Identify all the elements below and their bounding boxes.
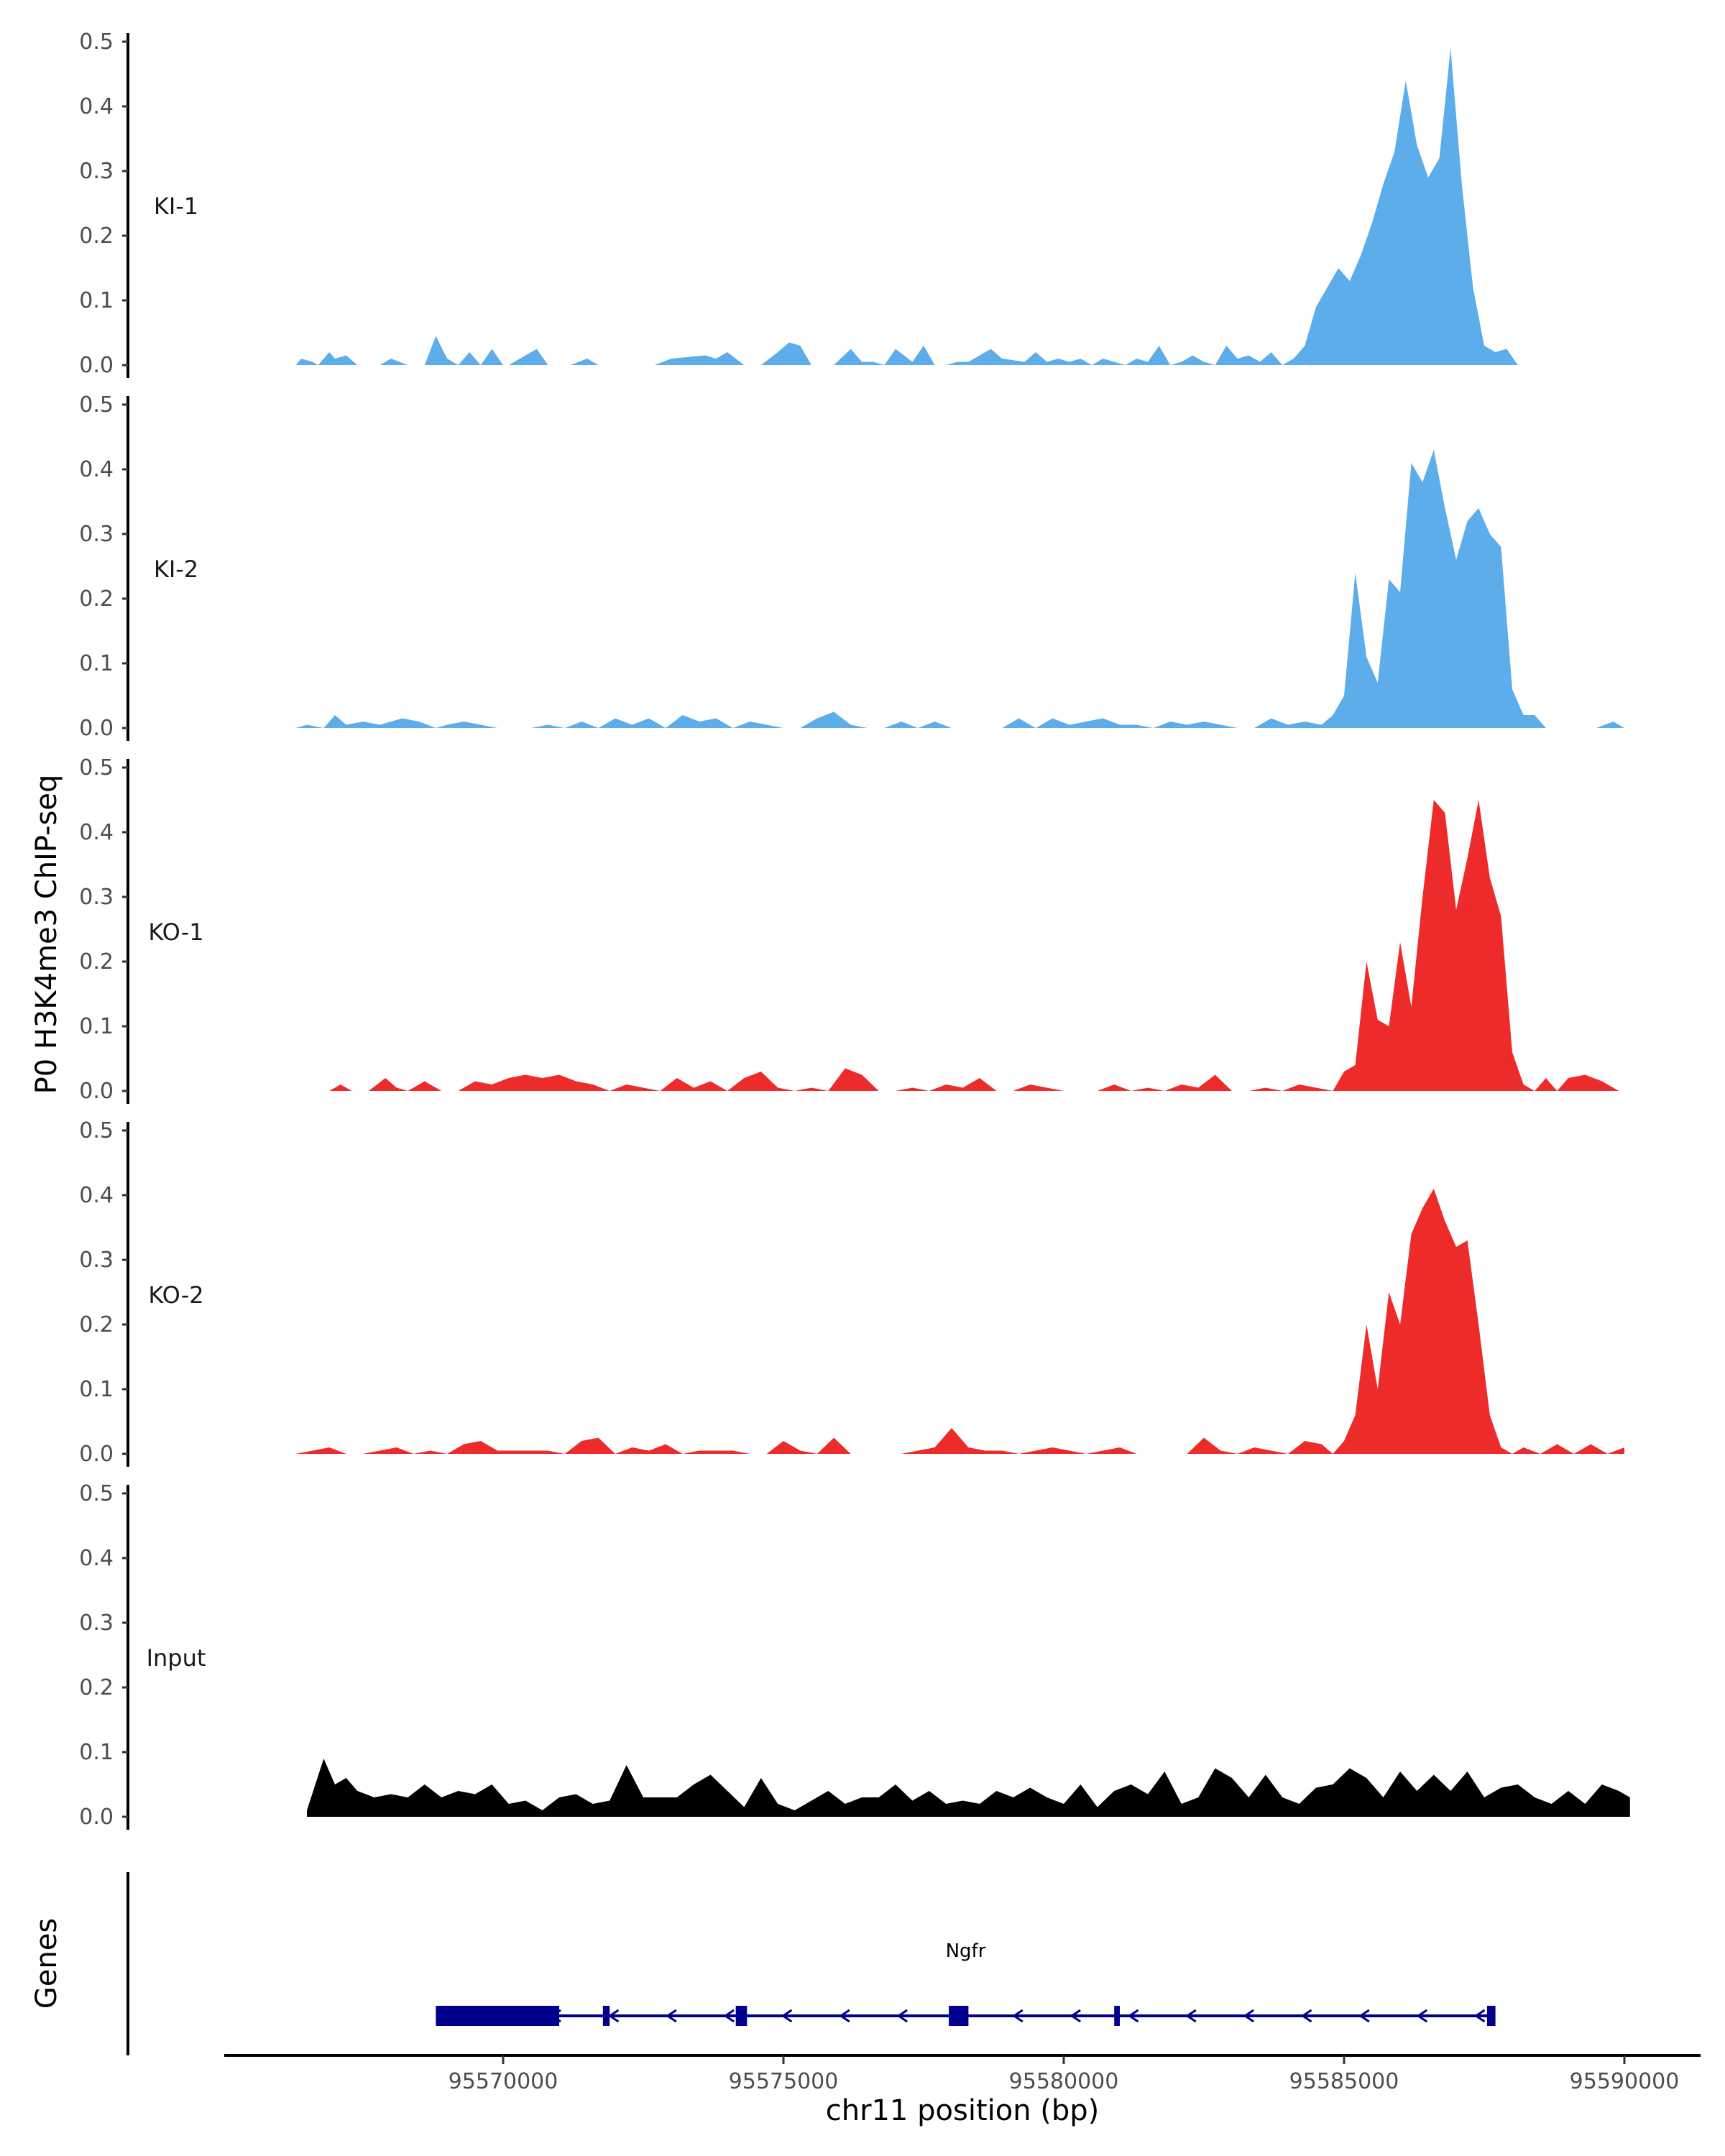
gene-name-label: Ngfr [946,1940,986,1962]
strand-arrow [839,2009,850,2023]
y-tick-label: 0.2 [79,586,114,612]
y-tick-label: 0.1 [79,651,114,676]
y-tick-label: 0.4 [79,94,114,119]
x-axis: 95570000 95575000 95580000 95585000 95590000 [224,2054,1701,2094]
genes-panel: Genes Ngfr [30,1872,1496,2055]
y-tick-label: 0.0 [79,1805,114,1830]
track-label: Input [147,1644,206,1672]
strand-arrow [1300,2009,1312,2023]
x-tick-label: 95585000 [1289,2069,1399,2094]
y-tick-label: 0.5 [79,1481,114,1506]
x-axis-title: chr11 position (bp) [826,2094,1100,2127]
strand-arrow [1012,2009,1024,2023]
track-ko-1: 0.0 0.1 0.2 0.3 0.4 0.5 KO-1 [79,755,1619,1104]
y-tick-label: 0.5 [79,392,114,418]
genes-panel-label: Genes [30,1918,63,2009]
y-tick-label: 0.1 [79,288,114,313]
gene-exon [949,2006,969,2026]
track-label: KI-1 [154,193,198,220]
coverage-area-ko-1 [329,800,1619,1091]
track-ko-2: 0.0 0.1 0.2 0.3 0.4 0.5 KO-2 [79,1118,1624,1467]
gene-models: Ngfr [436,1940,1496,2026]
y-tick-label: 0.2 [79,1312,114,1337]
track-ki-1: 0.0 0.1 0.2 0.3 0.4 0.5 KI-1 [79,29,1552,378]
track-label: KI-2 [154,556,198,583]
track-input: 0.0 0.1 0.2 0.3 0.4 0.5 Input [79,1481,1630,1830]
strand-arrow [1127,2009,1139,2023]
y-tick-label: 0.4 [79,820,114,845]
coverage-area-ki-1 [295,48,1552,365]
x-tick-label: 95575000 [729,2069,839,2094]
coverage-area-input [307,1759,1630,1817]
strand-arrow [1473,2009,1486,2023]
y-axis-title: P0 H3K4me3 ChIP-seq [30,775,63,1095]
y-tick-label: 0.0 [79,716,114,741]
y-tick-label: 0.0 [79,1442,114,1467]
coverage-area-ki-2 [295,450,1624,728]
strand-arrow [1243,2009,1255,2023]
strand-arrow [896,2009,908,2023]
gene-ngfr: Ngfr [436,1940,1496,2026]
y-tick-label: 0.4 [79,457,114,482]
strand-arrow [1416,2009,1428,2023]
y-tick-label: 0.3 [79,159,114,184]
gene-exon [436,2006,559,2026]
y-tick-label: 0.2 [79,1675,114,1700]
y-tick-label: 0.3 [79,1248,114,1273]
gene-exon [1114,2006,1120,2026]
y-tick-label: 0.2 [79,224,114,249]
strand-arrow [607,2009,620,2023]
strand-arrow [723,2009,735,2023]
strand-arrow [781,2009,793,2023]
y-tick-label: 0.4 [79,1183,114,1208]
track-label: KO-2 [148,1281,203,1309]
y-tick-label: 0.3 [79,522,114,547]
y-tick-label: 0.0 [79,353,114,378]
coverage-tracks: 0.0 0.1 0.2 0.3 0.4 0.5 KI-1 0.0 0.1 0.2 0.3 0.4 0.5… [79,29,1630,1830]
strand-arrow [1358,2009,1370,2023]
y-tick-label: 0.4 [79,1546,114,1571]
x-tick-label: 95570000 [448,2069,558,2094]
gene-exon [735,2006,748,2026]
y-tick-label: 0.1 [79,1377,114,1402]
gene-exon [602,2006,610,2026]
y-tick-label: 0.1 [79,1014,114,1039]
y-tick-label: 0.5 [79,29,114,55]
y-tick-label: 0.5 [79,755,114,780]
y-tick-label: 0.1 [79,1740,114,1765]
x-tick-label: 95580000 [1009,2069,1119,2094]
y-tick-label: 0.0 [79,1079,114,1104]
track-ki-2: 0.0 0.1 0.2 0.3 0.4 0.5 KI-2 [79,392,1624,741]
x-axis-ticks: 95570000 95575000 95580000 95585000 95590000 [448,2055,1680,2094]
strand-arrow [666,2009,677,2023]
y-tick-label: 0.3 [79,885,114,910]
y-tick-label: 0.3 [79,1611,114,1636]
y-tick-label: 0.5 [79,1118,114,1143]
gene-exon [1486,2006,1496,2026]
x-tick-label: 95590000 [1570,2069,1680,2094]
strand-arrow [1185,2009,1197,2023]
track-label: KO-1 [148,918,203,946]
y-tick-label: 0.2 [79,949,114,975]
strand-arrow [1070,2009,1081,2023]
coverage-area-ko-2 [295,1189,1624,1454]
